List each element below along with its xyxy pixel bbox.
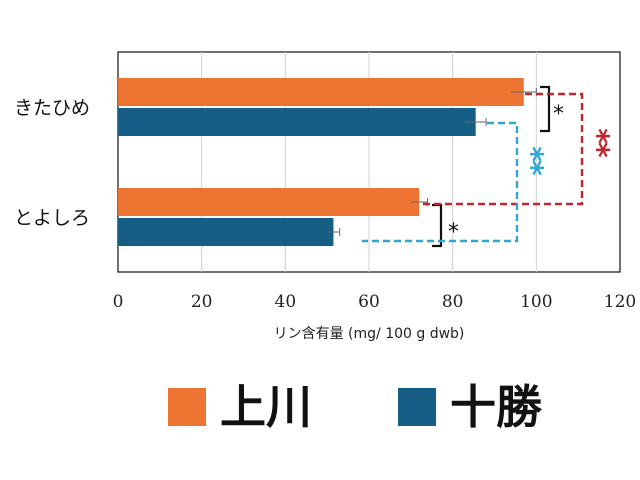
x-tick-label: 60 (358, 292, 380, 312)
legend-swatch-kamikawa (168, 388, 206, 426)
bar (118, 108, 476, 136)
bar (118, 188, 420, 216)
star-toyoshiro: * (448, 220, 459, 245)
bracket-kitahime (540, 85, 551, 133)
legend: 上川 十勝 (0, 372, 640, 442)
x-tick-label: 80 (442, 292, 464, 312)
x-tick-label: 120 (604, 292, 636, 312)
legend-label-kamikawa: 上川 (220, 380, 312, 434)
bar (118, 218, 334, 246)
star-kitahime: * (553, 102, 564, 127)
bars (118, 78, 524, 246)
x-tick-label: 100 (520, 292, 552, 312)
star-kamikawa: ** (580, 128, 615, 158)
x-axis-title: リン含有量 (mg/ 100 g dwb) (274, 326, 465, 342)
legend-item-kamikawa: 上川 (168, 380, 312, 434)
x-tick-labels: 0 20 40 60 80 100 120 (113, 292, 637, 312)
significance-annotations: * * ** ** (362, 85, 615, 248)
x-tick-label: 0 (113, 292, 124, 312)
legend-swatch-tokachi (398, 388, 436, 426)
star-tokachi: ** (514, 146, 549, 176)
legend-item-tokachi: 十勝 (398, 380, 542, 434)
legend-label-tokachi: 十勝 (450, 380, 542, 434)
bar (118, 78, 524, 106)
category-label: とよしろ (14, 207, 90, 229)
x-tick-label: 40 (275, 292, 297, 312)
category-label: きたひめ (14, 97, 90, 119)
x-tick-label: 20 (191, 292, 213, 312)
bracket-tokachi (362, 121, 519, 243)
bracket-kamikawa (421, 92, 584, 206)
